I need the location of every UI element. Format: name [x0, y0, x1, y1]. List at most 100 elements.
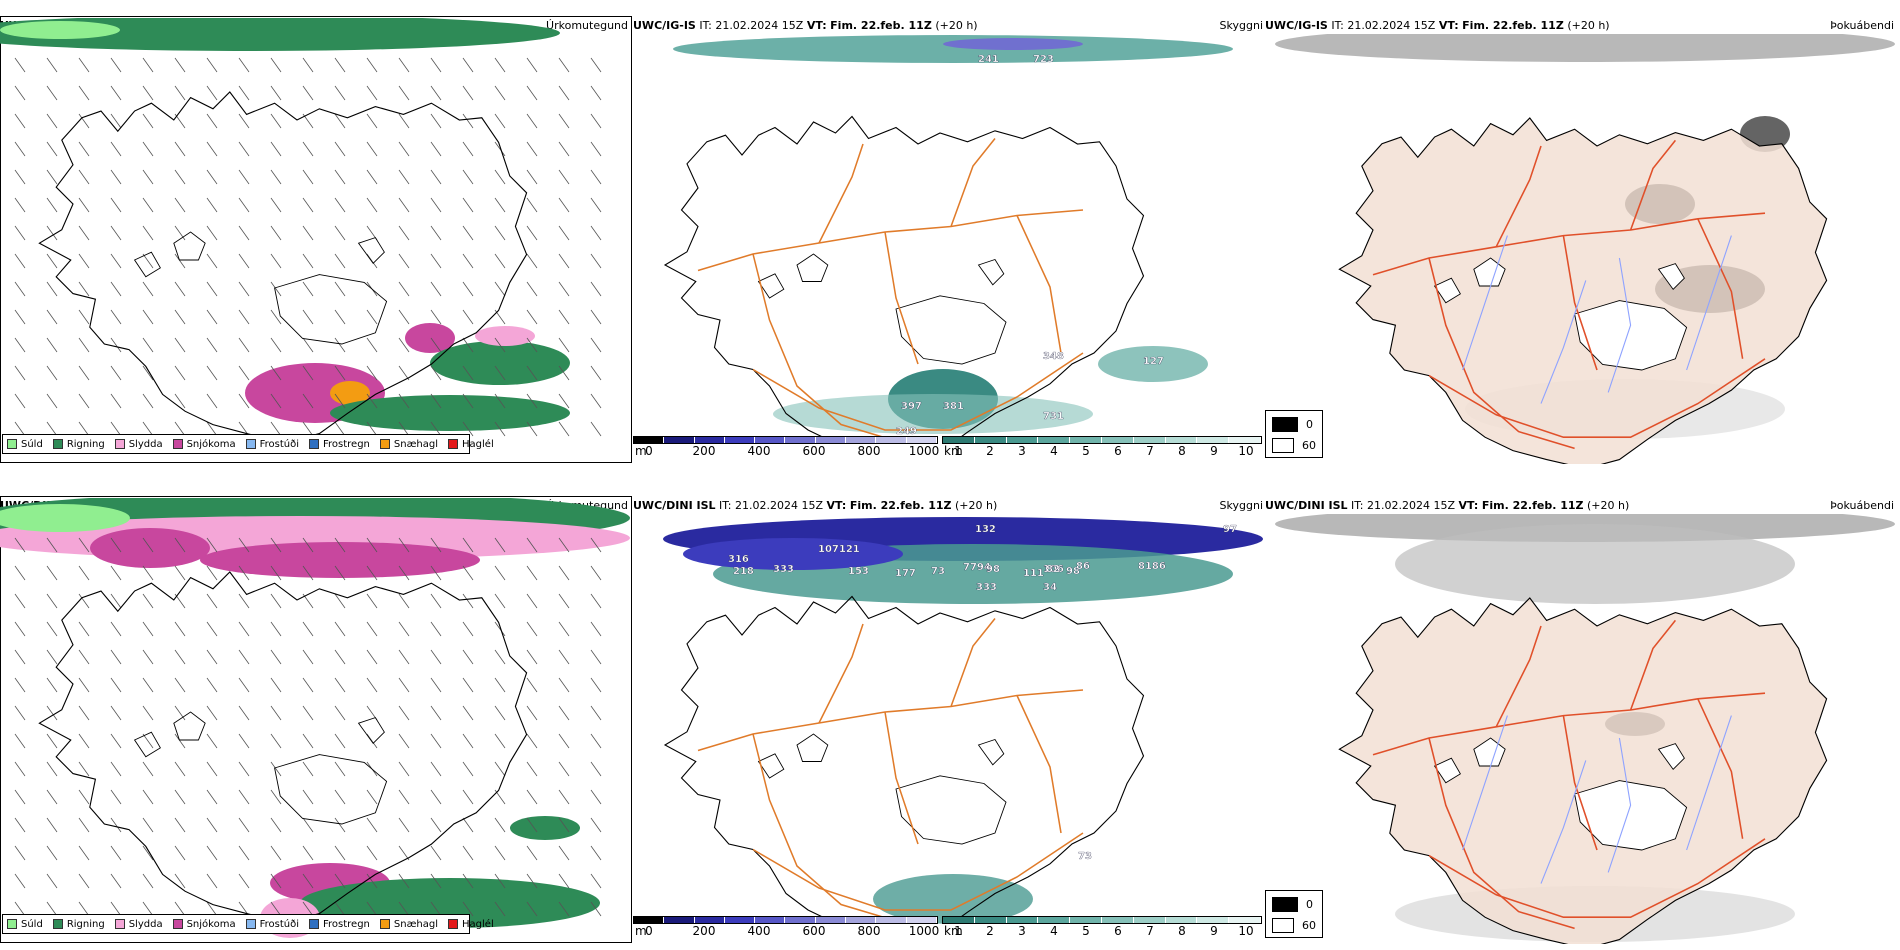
wind-barb — [558, 393, 570, 409]
wind-barb — [430, 253, 442, 269]
road-line — [752, 733, 897, 922]
wind-barb — [46, 817, 58, 833]
road-line — [818, 143, 864, 244]
wind-barb — [110, 565, 122, 581]
glacier-outline — [757, 273, 785, 299]
wind-barb — [430, 225, 442, 241]
wind-barb — [110, 873, 122, 889]
visibility-value-label: 82 — [1046, 564, 1060, 575]
valid-time: Fim. 22.feb. 11Z — [1462, 19, 1564, 32]
legend-label: Frostúði — [259, 918, 299, 930]
wind-barb — [302, 649, 314, 665]
wind-barb — [430, 817, 442, 833]
wind-barb — [590, 421, 602, 437]
legend-swatch — [114, 439, 125, 449]
wind-barb — [494, 141, 506, 157]
wind-barb — [334, 789, 346, 805]
wind-barb — [78, 677, 90, 693]
colorbar-tick-label: 3 — [1018, 444, 1026, 458]
legend-item: Frostregn — [309, 439, 370, 450]
wind-barb — [78, 705, 90, 721]
colorbar-cell — [1101, 917, 1134, 923]
wind-barb — [366, 57, 378, 73]
wind-barb — [462, 565, 474, 581]
river-line — [1686, 715, 1732, 851]
wind-barb — [238, 393, 250, 409]
valid-label: VT: — [1438, 19, 1459, 32]
visibility-value-label: 381 — [943, 401, 964, 412]
wind-barb — [174, 253, 186, 269]
colorbar-tick-label: 800 — [857, 444, 881, 458]
wind-barb — [206, 873, 218, 889]
wind-barb — [78, 253, 90, 269]
wind-barb — [590, 817, 602, 833]
colorbar-cell — [1197, 917, 1230, 923]
fog-field — [1275, 34, 1895, 62]
wind-barb — [590, 789, 602, 805]
panel-header: UWC/DINI ISL IT: 21.02.2024 15Z VT: Fim.… — [1265, 498, 1629, 514]
wind-barb — [334, 113, 346, 129]
wind-barb — [110, 113, 122, 129]
legend-item: 0 — [1272, 417, 1316, 432]
wind-barb — [174, 761, 186, 777]
wind-barb — [558, 593, 570, 609]
wind-barb — [334, 901, 346, 917]
legend-label: Frostregn — [323, 918, 370, 930]
colorbar-tick-label: 0 — [645, 924, 653, 938]
wind-barb — [366, 537, 378, 553]
wind-barb — [462, 253, 474, 269]
wind-barb — [398, 85, 410, 101]
road-line — [1016, 695, 1062, 834]
glacier-outline — [133, 731, 161, 758]
wind-barb — [494, 113, 506, 129]
wind-barb — [526, 565, 538, 581]
legend-item: Snjókoma — [172, 919, 236, 930]
wind-barb — [206, 677, 218, 693]
precip-type-panel-row1: UWC/IG-IS IT: 21.02.2024 15Z VT: Fim. 22… — [0, 16, 632, 463]
wind-barb — [302, 393, 314, 409]
wind-barb — [302, 565, 314, 581]
colorbar-cell — [1229, 437, 1261, 443]
wind-barb — [270, 873, 282, 889]
wind-barb — [14, 649, 26, 665]
wind-barb — [78, 309, 90, 325]
wind-barb — [46, 365, 58, 381]
wind-barb — [206, 845, 218, 861]
legend-swatch — [448, 919, 459, 929]
wind-barb — [462, 761, 474, 777]
wind-barb — [462, 57, 474, 73]
glacier-outline — [895, 295, 1007, 365]
road-line — [884, 231, 919, 365]
wind-barb — [430, 593, 442, 609]
wind-barb — [46, 621, 58, 637]
wind-barb — [174, 169, 186, 185]
wind-barb — [46, 593, 58, 609]
wind-barb — [462, 817, 474, 833]
colorbar-cell — [634, 917, 665, 923]
wind-barb — [590, 621, 602, 637]
wind-barb — [46, 337, 58, 353]
valid-time: Fim. 22.feb. 11Z — [830, 19, 932, 32]
wind-barb — [270, 141, 282, 157]
visibility-value-label: 333 — [773, 564, 794, 575]
colorbar-tick-label: 4 — [1050, 444, 1058, 458]
wind-barb — [366, 873, 378, 889]
colorbar-tick-label: 6 — [1114, 924, 1122, 938]
wind-barb — [46, 85, 58, 101]
wind-barb — [206, 281, 218, 297]
rain-area — [330, 395, 570, 431]
colorbar-tick-label: 1000 — [908, 444, 940, 458]
wind-barb — [398, 197, 410, 213]
wind-barb — [398, 565, 410, 581]
wind-barb — [398, 621, 410, 637]
wind-barb — [526, 393, 538, 409]
wind-barb — [110, 141, 122, 157]
wind-barb — [590, 537, 602, 553]
wind-barb — [14, 393, 26, 409]
colorbar-unit: km — [944, 924, 963, 938]
glacier-outline — [274, 754, 388, 825]
wind-barb — [270, 733, 282, 749]
colorbar-unit: km — [944, 444, 963, 458]
wind-barb — [78, 169, 90, 185]
colorbar-tick-label: 7 — [1146, 444, 1154, 458]
